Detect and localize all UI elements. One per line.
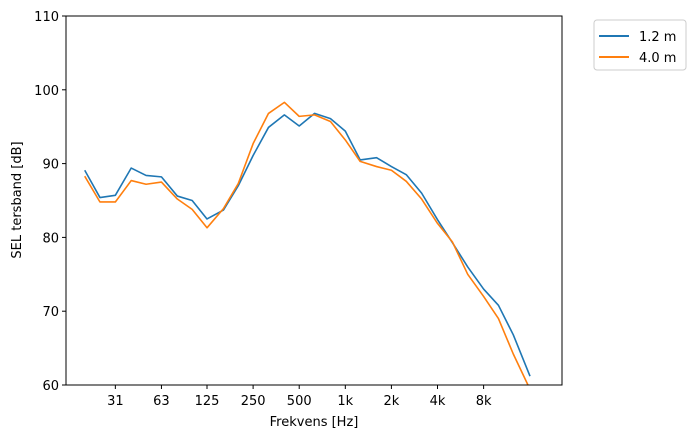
x-axis-label: Frekvens [Hz] bbox=[270, 415, 359, 430]
legend: 1.2 m 4.0 m bbox=[593, 19, 687, 71]
x-tick-label: 125 bbox=[195, 394, 220, 409]
y-axis-label: SEL tersband [dB] bbox=[10, 141, 25, 258]
series-line-2 bbox=[84, 101, 529, 385]
y-tick-label: 90 bbox=[42, 158, 59, 173]
x-tick-label: 63 bbox=[153, 394, 170, 409]
y-tick-label: 110 bbox=[34, 10, 59, 25]
x-tick-label: 4k bbox=[430, 394, 446, 409]
y-tick-label: 70 bbox=[42, 305, 59, 320]
legend-label-1: 1.2 m bbox=[639, 30, 676, 45]
x-axis: 31 63 125 250 500 1k 2k 4k 8k bbox=[107, 385, 492, 409]
series-layer bbox=[84, 101, 531, 385]
x-tick-label: 31 bbox=[107, 394, 124, 409]
y-tick-label: 80 bbox=[42, 231, 59, 246]
x-tick-label: 1k bbox=[337, 394, 353, 409]
y-tick-label: 60 bbox=[42, 379, 59, 394]
x-tick-label: 8k bbox=[476, 394, 492, 409]
plot-area bbox=[66, 16, 562, 385]
y-axis: 60 70 80 90 100 110 bbox=[34, 10, 66, 394]
x-tick-label: 250 bbox=[241, 394, 266, 409]
x-tick-label: 500 bbox=[287, 394, 312, 409]
plot-frame bbox=[65, 15, 563, 386]
x-tick-label: 2k bbox=[384, 394, 400, 409]
legend-label-2: 4.0 m bbox=[639, 51, 676, 66]
y-tick-label: 100 bbox=[34, 84, 59, 99]
